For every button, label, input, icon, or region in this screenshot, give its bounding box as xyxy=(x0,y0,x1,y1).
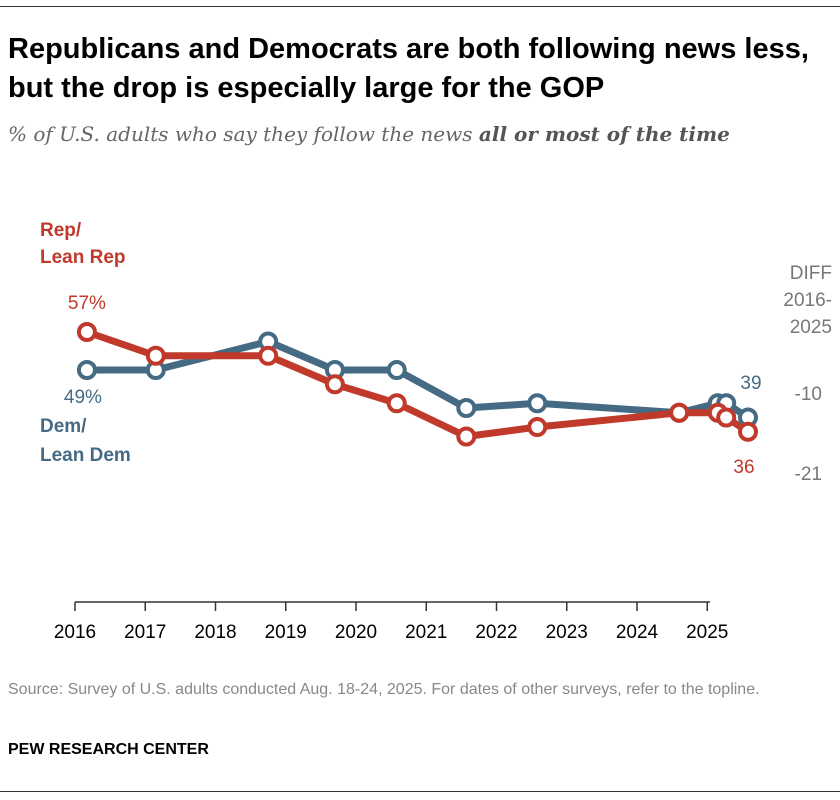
top-rule xyxy=(0,6,840,7)
rep-first-label: 57% xyxy=(68,293,106,314)
rep-legend-line2: Lean Rep xyxy=(40,247,126,268)
data-point-rep xyxy=(386,393,407,414)
data-point-rep xyxy=(669,402,690,423)
x-tick-label: 2020 xyxy=(335,622,377,643)
x-tick-label: 2016 xyxy=(54,622,96,643)
x-tick-label: 2024 xyxy=(616,622,659,643)
x-tick-label: 2025 xyxy=(686,622,728,643)
x-tick-label: 2022 xyxy=(475,622,517,643)
rep-last-label: 36 xyxy=(733,457,754,478)
data-point-rep xyxy=(76,322,97,342)
subtitle-text: % of U.S. adults who say they follow the… xyxy=(8,122,479,146)
x-tick-label: 2018 xyxy=(194,622,236,643)
data-point-dem xyxy=(386,360,407,380)
dem-legend-line2: Lean Dem xyxy=(40,445,131,466)
x-tick-label: 2017 xyxy=(124,622,166,643)
diff-header: 2016- xyxy=(783,290,832,311)
data-point-rep xyxy=(145,345,166,366)
dem-last-label: 39 xyxy=(740,373,761,394)
rep-legend-line1: Rep/ xyxy=(40,220,82,241)
data-point-rep xyxy=(716,407,737,428)
x-tick-label: 2019 xyxy=(265,622,307,643)
data-point-rep xyxy=(456,426,477,447)
data-point-dem xyxy=(527,393,548,414)
source-note: Source: Survey of U.S. adults conducted … xyxy=(8,681,760,698)
x-tick-label: 2021 xyxy=(405,622,447,643)
chart-title: Republicans and Democrats are both follo… xyxy=(8,33,809,104)
data-point-dem xyxy=(76,360,97,380)
dem-first-label: 49% xyxy=(64,387,102,408)
data-point-dem xyxy=(456,398,477,418)
data-point-rep xyxy=(258,345,279,366)
line-chart: 2016 2017 2018 2019 2020 2021 2022 2023 2024 2025… xyxy=(40,220,832,643)
dem-diff-value: -10 xyxy=(795,384,822,405)
subtitle-emphasis: all or most of the time xyxy=(478,122,730,146)
diff-header: 2025 xyxy=(790,317,832,338)
dem-legend-line1: Dem/ xyxy=(40,416,87,437)
brand-label: PEW RESEARCH CENTER xyxy=(8,741,209,758)
data-point-rep xyxy=(324,374,345,395)
diff-header: DIFF xyxy=(790,263,832,284)
rep-diff-value: -21 xyxy=(795,464,822,485)
chart-subtitle: % of U.S. adults who say they follow the… xyxy=(8,122,730,146)
data-point-rep xyxy=(737,421,758,442)
x-tick-label: 2023 xyxy=(546,622,588,643)
data-point-rep xyxy=(527,417,548,437)
bottom-rule xyxy=(0,791,840,792)
